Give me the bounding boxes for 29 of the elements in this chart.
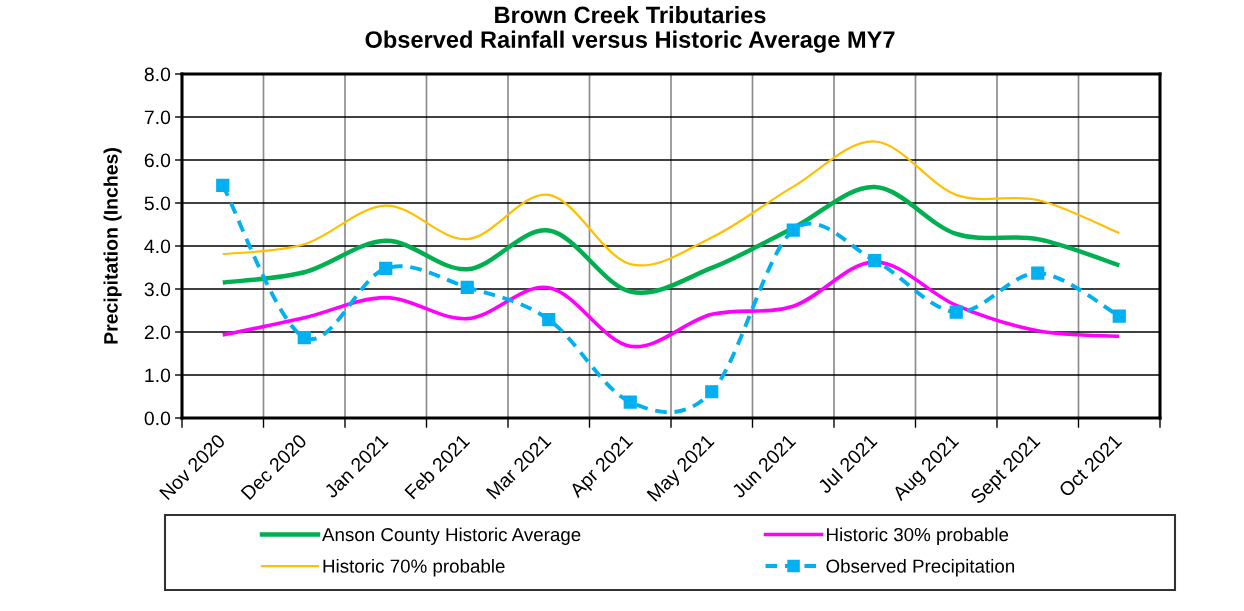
point [868, 254, 882, 268]
y-tick-label: 3.0 [144, 282, 171, 297]
point [705, 385, 719, 399]
point [460, 280, 474, 294]
point [379, 261, 393, 275]
y-tick-label: 4.0 [144, 239, 171, 254]
point [949, 305, 963, 319]
point [623, 395, 637, 409]
chart-title: Brown Creek Tributaries Observed Rainfall versus Historic Average MY7 [365, 6, 895, 53]
legend-label: Historic 70% probable [323, 559, 505, 577]
point [297, 330, 311, 345]
legend-label: Anson County Historic Average [322, 527, 581, 545]
y-tick-label: 0.0 [144, 411, 171, 426]
legend-label: Historic 30% probable [827, 527, 1009, 545]
y-tick-label: 6.0 [144, 153, 171, 168]
y-tick-label: 1.0 [145, 368, 171, 383]
y-tick-label: 7.0 [144, 110, 171, 125]
y-axis-title: Precipitation (Inches) [103, 148, 122, 344]
point [1031, 266, 1045, 280]
point [542, 312, 556, 327]
y-tick-label: 8.0 [144, 67, 171, 82]
y-tick-label: 2.0 [144, 325, 171, 340]
line-series [221, 140, 1121, 267]
point [786, 223, 800, 237]
y-tick-label: 5.0 [144, 196, 171, 211]
point [216, 178, 230, 192]
point [1112, 309, 1126, 323]
line-series [220, 184, 1122, 295]
legend-label: Observed Precipitation [826, 559, 1015, 577]
